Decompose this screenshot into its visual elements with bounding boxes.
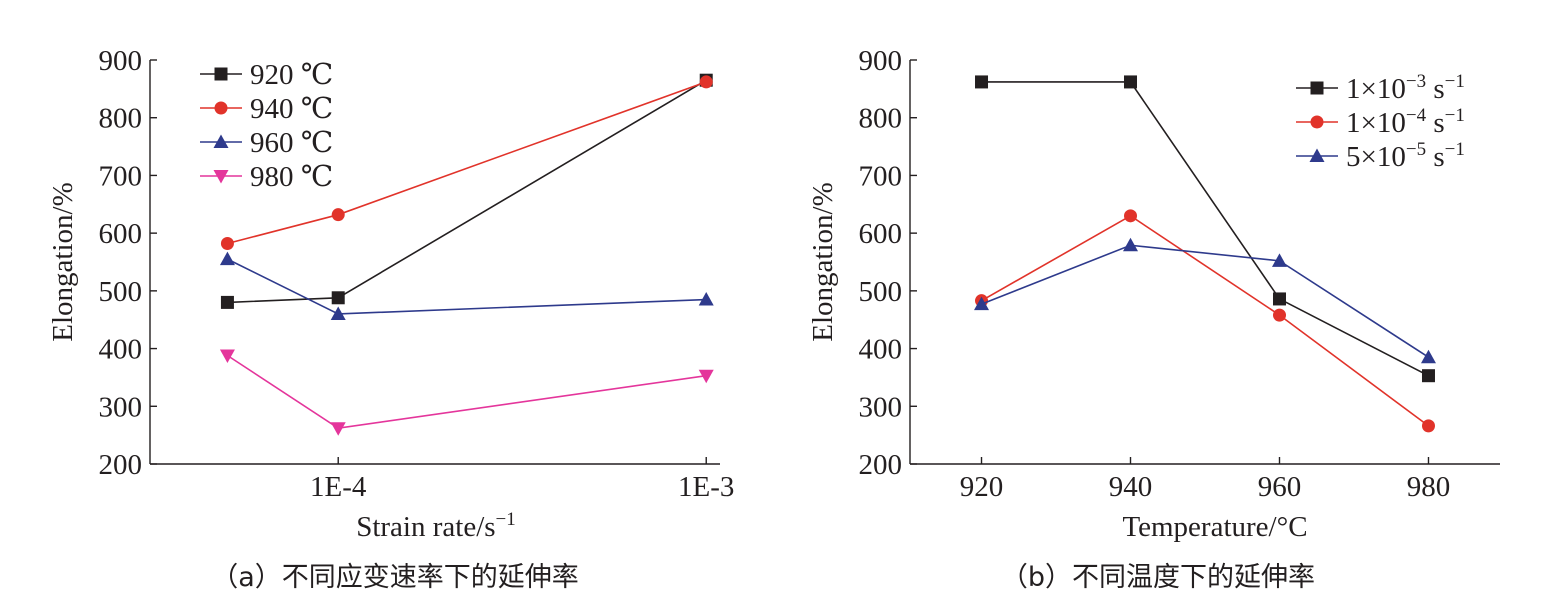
series-1-point-3 — [1421, 419, 1435, 433]
legend-0-label-text: 1×10 — [1346, 73, 1406, 105]
caption-b: （b）不同温度下的延伸率 — [1001, 562, 1315, 593]
series-0-line — [981, 81, 1429, 377]
series-2 — [974, 237, 1436, 364]
y-tick-label: 300 — [99, 391, 143, 423]
legend-0-label-unit-sup: −1 — [1445, 71, 1465, 92]
x-axis-label: Temperature/°C — [1122, 511, 1307, 543]
legend-1-label: 1×10−4 s−1 — [1346, 105, 1465, 139]
series-1-point-1 — [1124, 209, 1138, 223]
series-3-point-1 — [330, 422, 346, 436]
series-0-point-0 — [975, 75, 989, 89]
y-tick-label: 300 — [859, 391, 903, 423]
x-tick-label: 1E-3 — [678, 471, 734, 503]
series-0-point-2 — [1272, 292, 1286, 306]
series-1 — [220, 75, 713, 251]
x-axis-label-text: Temperature/°C — [1122, 511, 1307, 543]
caption-a: （a）不同应变速率下的延伸率 — [211, 562, 579, 593]
series-2-line — [227, 258, 707, 315]
series-3-line — [226, 354, 707, 430]
y-tick-label: 200 — [99, 449, 143, 481]
legend-1-label-unit-sup: −1 — [1445, 105, 1465, 126]
legend-2-label-text: 960 ℃ — [250, 127, 333, 159]
series-1 — [975, 209, 1435, 433]
series-3 — [219, 349, 714, 436]
legend-0-label-unit: s — [1426, 73, 1445, 105]
series-3-point-0 — [219, 349, 235, 363]
legend-2-label: 5×10−5 s−1 — [1346, 139, 1465, 173]
series-1-point-2 — [699, 75, 713, 89]
legend-1-label: 940 ℃ — [250, 93, 333, 125]
legend-2-label-unit-sup: −1 — [1445, 139, 1465, 160]
series-0-point-1 — [331, 291, 345, 305]
y-tick-label: 200 — [859, 449, 903, 481]
legend-3-label-text: 980 ℃ — [250, 161, 333, 193]
x-axis-label-sup: −1 — [496, 509, 516, 530]
legend-3-label: 980 ℃ — [250, 161, 333, 193]
y-axis-label: Elongation/% — [807, 182, 839, 341]
legend-2-label-unit: s — [1426, 141, 1445, 173]
x-tick-label: 960 — [1258, 471, 1302, 503]
series-2 — [219, 251, 714, 320]
series-2-point-2 — [698, 292, 714, 306]
y-tick-label: 900 — [859, 45, 903, 77]
series-1-point-0 — [220, 237, 234, 251]
y-tick-label: 500 — [859, 276, 903, 308]
y-tick-label: 400 — [99, 334, 143, 366]
legend-0-label-sup: −3 — [1406, 71, 1426, 92]
series-0 — [975, 75, 1435, 383]
y-tick-label: 800 — [859, 103, 903, 135]
legend-2-marker — [1309, 148, 1325, 162]
legend-0-label: 1×10−3 s−1 — [1346, 71, 1465, 105]
series-2-line — [981, 244, 1429, 358]
series-2-point-0 — [974, 296, 990, 311]
series-1-line — [981, 214, 1429, 427]
x-axis-label: Strain rate/s−1 — [356, 509, 516, 543]
chart-b: 200 300 400 500 600 700 800 900 Elongation/% 920 9… — [807, 45, 1500, 543]
series-2-point-3 — [1420, 349, 1436, 364]
x-axis-label-text: Strain rate/s — [356, 511, 495, 543]
x-tick-label: 980 — [1407, 471, 1451, 503]
y-tick-label: 700 — [859, 160, 903, 192]
legend-0-marker — [214, 67, 228, 81]
y-tick-label: 800 — [99, 103, 143, 135]
x-tick-label: 920 — [960, 471, 1004, 503]
x-tick-label: 1E-4 — [310, 471, 367, 503]
series-2-point-1 — [330, 306, 346, 320]
series-0-point-3 — [1421, 369, 1435, 383]
legend-1-marker — [1310, 115, 1324, 129]
x-tick-label: 940 — [1109, 471, 1153, 503]
legend-1-label-text: 1×10 — [1346, 107, 1406, 139]
legend-2-label: 960 ℃ — [250, 127, 333, 159]
legend-1-label-text: 940 ℃ — [250, 93, 333, 125]
series-0-point-0 — [220, 295, 234, 309]
legend-2-marker — [213, 134, 229, 148]
y-tick-label: 500 — [99, 276, 143, 308]
series-2-point-1 — [1123, 237, 1139, 252]
chart-a: 200 300 400 500 600 700 800 900 Elongation/% 1E-4… — [47, 45, 734, 543]
series-3-point-2 — [698, 369, 714, 384]
legend: 1×10−3 s−11×10−4 s−15×10−5 s−1 — [1296, 71, 1465, 173]
legend-1-label-sup: −4 — [1406, 105, 1427, 126]
legend-0-marker — [1310, 81, 1324, 95]
y-tick-label: 400 — [859, 334, 903, 366]
legend-1-label-unit: s — [1426, 107, 1445, 139]
y-tick-label: 600 — [99, 218, 143, 250]
legend-2-label-text: 5×10 — [1346, 141, 1406, 173]
y-axis-label: Elongation/% — [47, 182, 79, 341]
legend-2-label-sup: −5 — [1406, 139, 1426, 160]
series-2-point-2 — [1271, 253, 1287, 267]
y-tick-label: 900 — [99, 45, 143, 77]
y-tick-label: 600 — [859, 218, 903, 250]
series-0-point-1 — [1124, 75, 1138, 89]
series-2-point-0 — [219, 251, 235, 266]
legend-0-label-text: 920 ℃ — [250, 59, 333, 91]
series-1-point-1 — [331, 208, 345, 222]
series-1-point-2 — [1272, 308, 1286, 322]
legend-0-label: 920 ℃ — [250, 59, 333, 91]
y-tick-label: 700 — [99, 160, 143, 192]
legend-1-marker — [214, 101, 228, 115]
legend-3-marker — [213, 170, 229, 184]
